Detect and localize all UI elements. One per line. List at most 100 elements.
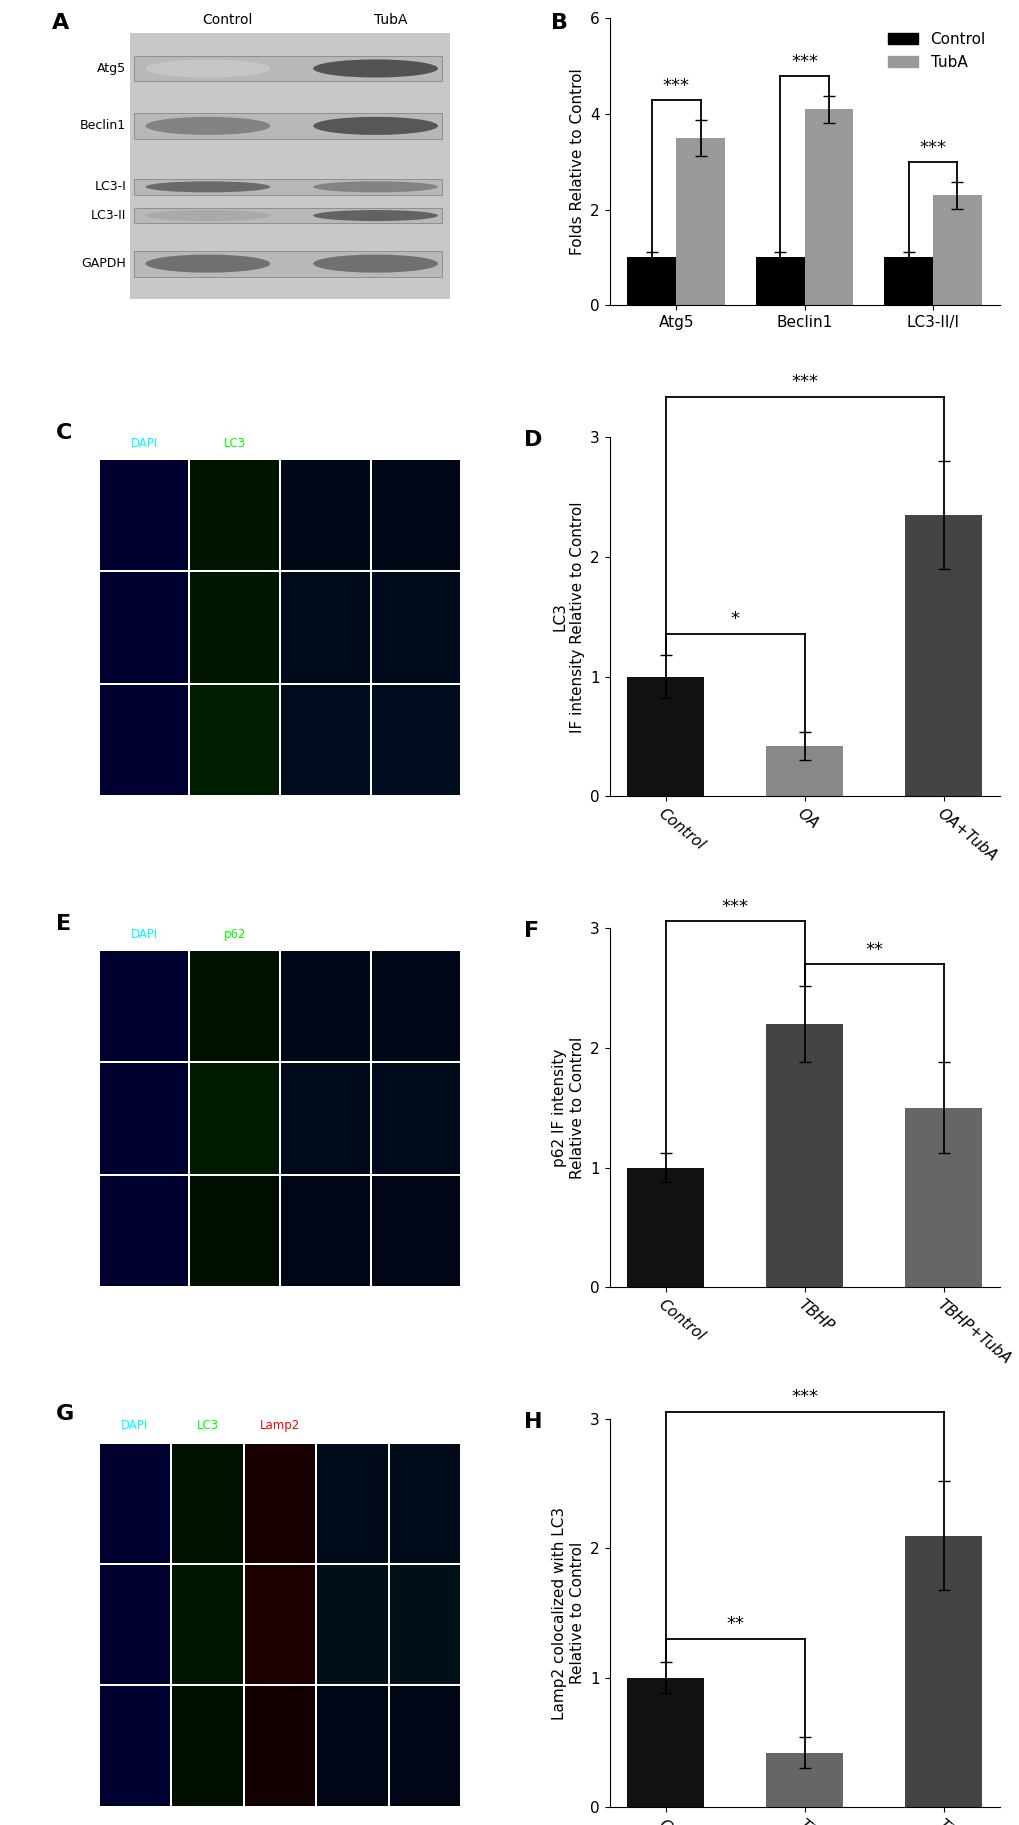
Text: Control: Control (79, 495, 90, 533)
Text: H: H (524, 1411, 542, 1431)
Bar (133, 113, 441, 139)
Y-axis label: Lamp2 colocalized with LC3
Relative to Control: Lamp2 colocalized with LC3 Relative to C… (551, 1506, 584, 1719)
Bar (281, 684, 369, 796)
Bar (172, 1686, 243, 1805)
Ellipse shape (146, 117, 270, 135)
Text: TubA: TubA (374, 13, 408, 27)
Text: LC3-II: LC3-II (91, 210, 126, 223)
Ellipse shape (313, 60, 437, 77)
Bar (905, 515, 981, 796)
Text: ***: *** (791, 1387, 817, 1405)
Bar (281, 1064, 369, 1173)
Text: **: ** (726, 1615, 743, 1633)
Text: TBHP: TBHP (79, 1104, 90, 1132)
Text: F: F (524, 922, 538, 942)
Bar (371, 684, 460, 796)
Text: ***: *** (919, 139, 946, 157)
Ellipse shape (146, 254, 270, 272)
Bar (100, 460, 189, 571)
Y-axis label: p62 IF intensity
Relative to Control: p62 IF intensity Relative to Control (551, 1037, 584, 1179)
Text: **: ** (864, 942, 882, 958)
Bar (133, 179, 441, 195)
Bar (883, 257, 932, 305)
Bar (317, 1566, 387, 1684)
Text: Control: Control (202, 13, 253, 27)
Text: Merge: Merge (307, 929, 343, 942)
Bar (100, 1064, 189, 1173)
Ellipse shape (146, 181, 270, 192)
Bar (133, 55, 441, 82)
Text: OA: OA (79, 619, 90, 635)
Text: Enlarge: Enlarge (393, 438, 438, 451)
Bar (133, 250, 441, 277)
Text: Lamp2: Lamp2 (260, 1420, 300, 1433)
Text: LC3: LC3 (223, 438, 246, 451)
Text: Control: Control (79, 986, 90, 1024)
Text: B: B (550, 13, 568, 33)
Bar (676, 139, 725, 305)
Bar (129, 33, 449, 299)
Bar (100, 573, 189, 683)
Bar (804, 110, 853, 305)
Bar (371, 1175, 460, 1287)
Text: ***: *** (720, 898, 748, 916)
Bar (245, 1686, 315, 1805)
Text: DAPI: DAPI (130, 929, 158, 942)
Bar (191, 684, 279, 796)
Bar (100, 951, 189, 1062)
Bar (389, 1686, 460, 1805)
Bar (371, 1064, 460, 1173)
Bar (755, 257, 804, 305)
Text: A: A (52, 13, 69, 33)
Ellipse shape (313, 181, 437, 192)
Bar (172, 1444, 243, 1562)
Text: DAPI: DAPI (121, 1420, 149, 1433)
Bar (281, 460, 369, 571)
Y-axis label: Folds Relative to Control: Folds Relative to Control (569, 68, 584, 256)
Y-axis label: LC3
IF intensity Relative to Control: LC3 IF intensity Relative to Control (551, 502, 584, 732)
Bar (317, 1444, 387, 1562)
Bar (281, 951, 369, 1062)
Bar (281, 573, 369, 683)
Bar (245, 1444, 315, 1562)
Text: E: E (56, 914, 71, 934)
Text: OA+TubA: OA+TubA (79, 715, 90, 763)
Text: *: * (730, 610, 739, 628)
Bar (133, 208, 441, 223)
Bar (371, 573, 460, 683)
Bar (627, 677, 703, 796)
Bar (389, 1444, 460, 1562)
Bar (191, 1064, 279, 1173)
Bar (281, 1175, 369, 1287)
Ellipse shape (313, 254, 437, 272)
Text: G: G (56, 1403, 74, 1424)
Text: GAPDH: GAPDH (82, 257, 126, 270)
Text: Beclin1: Beclin1 (79, 119, 126, 133)
Text: LC3-I: LC3-I (94, 181, 126, 193)
Ellipse shape (313, 117, 437, 135)
Bar (765, 1752, 842, 1807)
Text: C: C (56, 423, 72, 443)
Bar (191, 573, 279, 683)
Bar (627, 1168, 703, 1287)
Text: D: D (524, 431, 542, 451)
Text: ***: *** (662, 77, 689, 95)
Text: LC3: LC3 (197, 1420, 218, 1433)
Text: TBHP+TubA: TBHP+TubA (79, 1199, 90, 1261)
Text: Merge: Merge (307, 438, 343, 451)
Legend: Control, TubA: Control, TubA (880, 26, 991, 77)
Text: TBHP: TBHP (79, 1611, 90, 1637)
Ellipse shape (313, 210, 437, 221)
Text: TBHP+TubA: TBHP+TubA (79, 1716, 90, 1774)
Text: p62: p62 (223, 929, 246, 942)
Bar (100, 1566, 170, 1684)
Text: Control: Control (79, 1486, 90, 1520)
Bar (389, 1566, 460, 1684)
Bar (905, 1535, 981, 1807)
Text: Merge: Merge (334, 1420, 371, 1433)
Bar (172, 1566, 243, 1684)
Bar (100, 684, 189, 796)
Bar (245, 1566, 315, 1684)
Bar (191, 460, 279, 571)
Ellipse shape (146, 210, 270, 221)
